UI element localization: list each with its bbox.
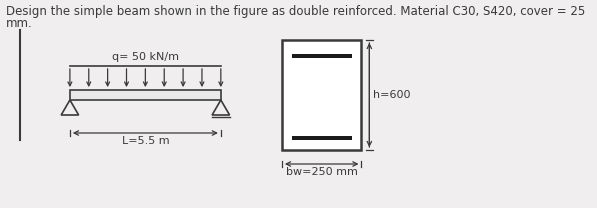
Bar — [291, 136, 352, 140]
Text: mm.: mm. — [7, 17, 33, 30]
Bar — [282, 40, 361, 150]
Text: bw=250 mm: bw=250 mm — [286, 167, 358, 177]
Text: Design the simple beam shown in the figure as double reinforced. Material C30, S: Design the simple beam shown in the figu… — [7, 5, 586, 18]
Text: q= 50 kN/m: q= 50 kN/m — [112, 52, 179, 62]
Text: h=600: h=600 — [373, 90, 411, 100]
Bar — [291, 54, 352, 58]
Bar — [70, 90, 221, 100]
Text: L=5.5 m: L=5.5 m — [122, 136, 169, 146]
